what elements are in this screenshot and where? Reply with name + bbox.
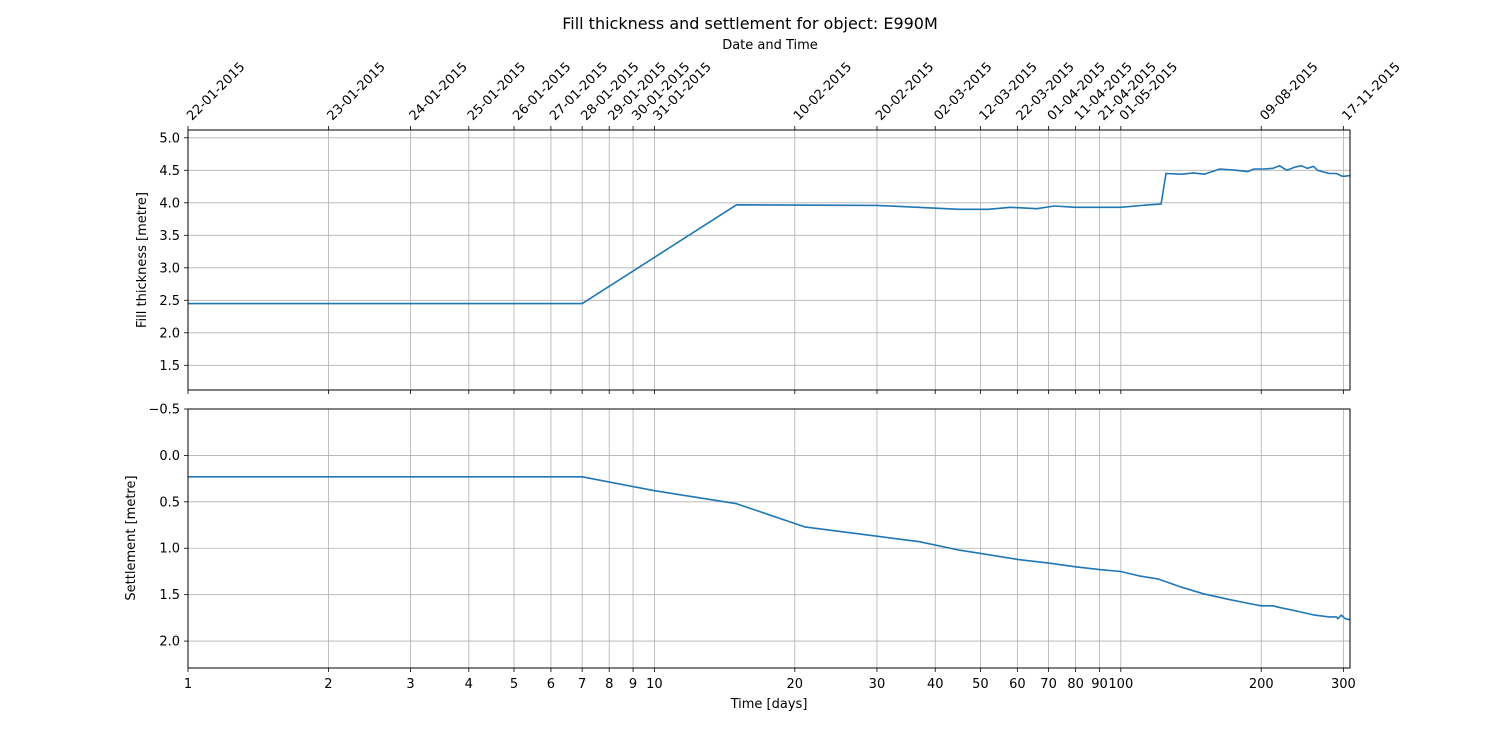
axes-frame — [187, 408, 1351, 669]
x-axis-title: Time [days] — [730, 697, 808, 712]
x-tick-label: 30 — [869, 677, 886, 692]
date-tick-label: 24-01-2015 — [407, 60, 471, 124]
x-tick-label: 20 — [787, 677, 804, 692]
y-tick-label: 4.0 — [159, 196, 180, 211]
x-tick-label: 70 — [1040, 677, 1057, 692]
date-tick-label: 20-02-2015 — [873, 60, 937, 124]
x-tick-label: 6 — [547, 677, 555, 692]
date-tick-label: 22-01-2015 — [184, 60, 248, 124]
x-tick-label: 3 — [406, 677, 414, 692]
x-tick-label: 1 — [184, 677, 192, 692]
settlement-axis-title: Settlement [metre] — [124, 475, 139, 600]
series-line-panel-1 — [188, 475, 1351, 621]
x-tick-label: 90 — [1091, 677, 1108, 692]
axes-frame — [187, 129, 1351, 391]
top-axis-title: Date and Time — [722, 38, 818, 53]
date-tick-label: 17-11-2015 — [1340, 60, 1404, 124]
x-tick-label: 5 — [510, 677, 518, 692]
x-tick-label: 50 — [972, 677, 989, 692]
x-tick-label: 10 — [646, 677, 663, 692]
y-tick-label: 4.5 — [159, 164, 180, 179]
y-tick-label: 0.5 — [159, 495, 180, 510]
chart-title: Fill thickness and settlement for object… — [562, 14, 938, 33]
plot-area: 1.5 2.0 2.5 3.0 3.5 4.0 4.5 5.0 −0.5 0.0 0.5 1.0 1.5… — [148, 60, 1403, 692]
y-tick-label: 5.0 — [159, 131, 180, 146]
date-tick-label: 10-02-2015 — [791, 60, 855, 124]
y-tick-label: 2.5 — [159, 294, 180, 309]
x-tick-label: 7 — [578, 677, 586, 692]
x-tick-label: 8 — [605, 677, 613, 692]
x-tick-label: 40 — [927, 677, 944, 692]
fill-thickness-axis-title: Fill thickness [metre] — [135, 192, 150, 328]
x-tick-label: 4 — [465, 677, 473, 692]
y-tick-label: 3.0 — [159, 261, 180, 276]
series-line-panel-0 — [188, 165, 1351, 305]
y-tick-label: 2.0 — [159, 326, 180, 341]
y-tick-label: 1.0 — [159, 542, 180, 557]
date-tick-label: 09-08-2015 — [1257, 60, 1321, 124]
y-tick-label: 3.5 — [159, 229, 180, 244]
x-tick-label: 60 — [1009, 677, 1026, 692]
x-tick-label: 80 — [1067, 677, 1084, 692]
y-tick-label: 0.0 — [159, 449, 180, 464]
x-tick-label: 200 — [1249, 677, 1274, 692]
y-tick-label: 1.5 — [159, 359, 180, 374]
x-tick-label: 100 — [1108, 677, 1133, 692]
y-tick-label: −0.5 — [148, 403, 180, 418]
date-tick-label: 23-01-2015 — [325, 60, 389, 124]
y-tick-label: 1.5 — [159, 588, 180, 603]
y-tick-label: 2.0 — [159, 635, 180, 650]
x-tick-label: 9 — [629, 677, 637, 692]
x-tick-label: 300 — [1331, 677, 1356, 692]
x-tick-label: 2 — [324, 677, 332, 692]
